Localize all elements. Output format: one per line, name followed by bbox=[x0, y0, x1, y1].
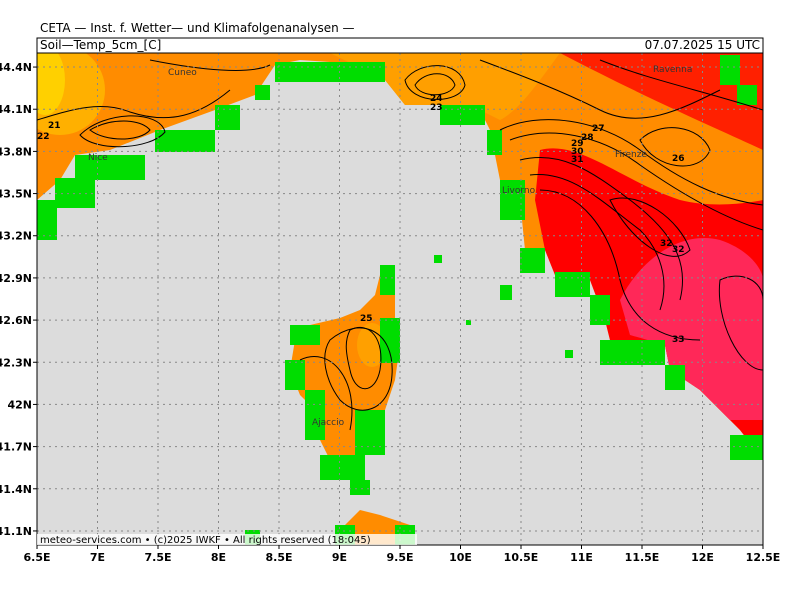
city-name: Firenze bbox=[615, 150, 647, 160]
contour-label: 33 bbox=[672, 335, 685, 345]
lat-tick-label: 41.7N bbox=[0, 441, 32, 454]
lat-tick-label: 41.4N bbox=[0, 483, 32, 496]
contour-label: 32 bbox=[672, 245, 685, 255]
lon-tick-label: 7E bbox=[90, 551, 105, 564]
warm-zone bbox=[357, 323, 387, 367]
lon-tick-label: 12.5E bbox=[746, 551, 781, 564]
lat-tick-label: 44.1N bbox=[0, 103, 32, 116]
warm-zone bbox=[37, 53, 65, 115]
lon-tick-label: 10E bbox=[449, 551, 472, 564]
coast-cells bbox=[37, 55, 763, 545]
footer-bg bbox=[37, 534, 417, 545]
contour-label: 26 bbox=[672, 154, 685, 164]
hot-zone bbox=[560, 53, 763, 150]
parameter-label: Soil—Temp_5cm_[C] bbox=[40, 38, 161, 52]
lat-tick-label: 44.4N bbox=[0, 61, 32, 74]
contour-label: 31 bbox=[571, 155, 584, 165]
lon-tick-label: 6.5E bbox=[23, 551, 50, 564]
isotherms bbox=[37, 59, 763, 431]
contour-label: 24 bbox=[430, 94, 443, 104]
lon-tick-label: 9E bbox=[332, 551, 347, 564]
axes: 6.5E 7E 7.5E 8E 8.5E 9E 9.5E 10E 10.5E 11E 11.5E 12… bbox=[0, 61, 780, 564]
lat-tick-label: 41.1N bbox=[0, 525, 32, 538]
footer: meteo-services.com • (c)2025 IWKF • All … bbox=[40, 535, 371, 546]
lon-tick-label: 12E bbox=[691, 551, 714, 564]
valid-time: 07.07.2025 15 UTC bbox=[645, 38, 760, 52]
lon-tick-label: 8E bbox=[211, 551, 226, 564]
lon-tick-label: 10.5E bbox=[504, 551, 539, 564]
city-name: Livorno bbox=[502, 186, 536, 196]
lat-tick-label: 43.2N bbox=[0, 230, 32, 243]
city-name: Ajaccio bbox=[312, 418, 345, 428]
city-name: Nice bbox=[88, 153, 108, 163]
lat-tick-label: 43.8N bbox=[0, 145, 32, 158]
city-name: Ravenna bbox=[653, 65, 692, 75]
lon-tick-label: 7.5E bbox=[144, 551, 171, 564]
contour-label: 25 bbox=[360, 314, 373, 324]
city-name: Cuneo bbox=[168, 68, 197, 78]
header-title: CETA — Inst. f. Wetter— und Klimafolgena… bbox=[40, 21, 355, 35]
lon-tick-label: 8.5E bbox=[265, 551, 292, 564]
lon-tick-label: 11E bbox=[570, 551, 593, 564]
map-area: CuneoNiceLivornoFirenzeRavennaAjaccio212… bbox=[37, 53, 763, 545]
contour-label: 28 bbox=[581, 133, 594, 143]
graticule bbox=[37, 53, 763, 545]
contour-label: 27 bbox=[592, 124, 605, 134]
contour-label: 21 bbox=[48, 121, 61, 131]
lon-tick-label: 9.5E bbox=[386, 551, 413, 564]
map-labels: CuneoNiceLivornoFirenzeRavennaAjaccio212… bbox=[37, 65, 692, 428]
lat-tick-label: 42.6N bbox=[0, 314, 32, 327]
contour-label: 29 bbox=[571, 139, 584, 149]
contour-label: 32 bbox=[660, 239, 673, 249]
lat-tick-label: 42N bbox=[7, 398, 32, 411]
contour-label: 22 bbox=[37, 132, 50, 142]
lat-tick-label: 42.9N bbox=[0, 272, 32, 285]
lat-tick-label: 43.5N bbox=[0, 188, 32, 201]
very-hot-zone bbox=[620, 238, 763, 420]
contour-label: 30 bbox=[571, 147, 584, 157]
warm-zone bbox=[330, 53, 560, 120]
lon-tick-label: 11.5E bbox=[625, 551, 660, 564]
lat-tick-label: 42.3N bbox=[0, 356, 32, 369]
contour-label: 23 bbox=[430, 103, 443, 113]
